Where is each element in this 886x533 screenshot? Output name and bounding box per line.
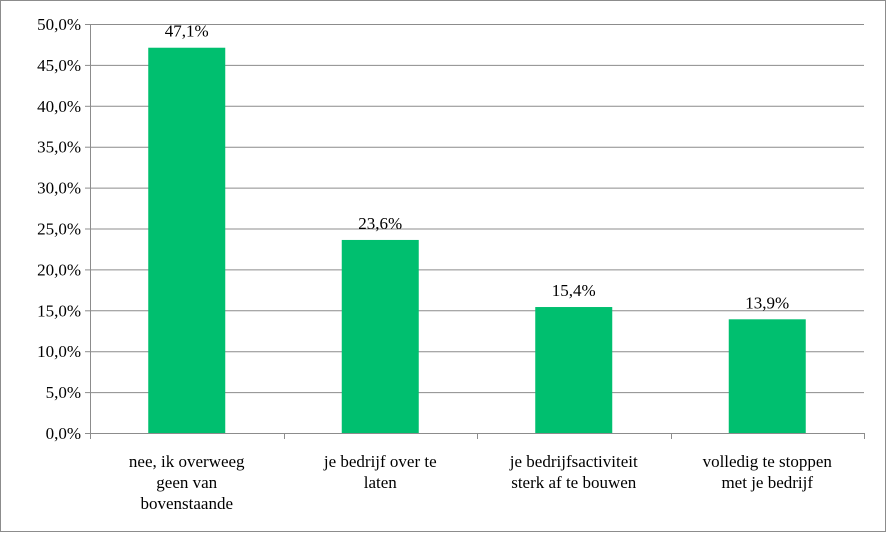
y-tick-label: 30,0%	[37, 179, 81, 198]
y-tick-label: 50,0%	[37, 15, 81, 34]
x-category-label-line: nee, ik overweeg	[129, 452, 245, 471]
x-category-label-line: geen van	[156, 473, 217, 492]
y-tick-label: 20,0%	[37, 260, 81, 279]
x-category-label-line: volledig te stoppen	[703, 452, 833, 471]
x-category-label-line: je bedrijfsactiviteit	[509, 452, 638, 471]
x-category-label-line: sterk af te bouwen	[511, 473, 637, 492]
x-category-label-line: bovenstaande	[140, 494, 233, 513]
x-category-label: je bedrijfsactiviteit sterk af te bouwen	[509, 452, 638, 492]
data-label: 13,9%	[745, 293, 789, 312]
y-tick-label: 25,0%	[37, 220, 81, 239]
y-tick-label: 45,0%	[37, 56, 81, 75]
labels: 0,0% 5,0% 10,0% 15,0% 20,0% 25,0% 30,0% 35,0% 40…	[37, 15, 832, 513]
x-category-label-line: laten	[364, 473, 398, 492]
y-tick-label: 40,0%	[37, 97, 81, 116]
data-label: 23,6%	[358, 214, 402, 233]
bar	[148, 47, 226, 434]
y-tick-label: 15,0%	[37, 301, 81, 320]
data-label: 47,1%	[165, 22, 209, 41]
data-label: 15,4%	[552, 281, 596, 300]
x-category-label: nee, ik overweeg geen van bovenstaande	[129, 452, 245, 513]
y-tick-label: 10,0%	[37, 342, 81, 361]
x-category-label: volledig te stoppen met je bedrijf	[703, 452, 833, 492]
x-category-label: je bedrijf over te laten	[323, 452, 437, 492]
y-tick-label: 35,0%	[37, 138, 81, 157]
y-tick-label: 0,0%	[46, 424, 81, 443]
axes	[85, 24, 865, 439]
y-tick-label: 5,0%	[46, 383, 81, 402]
bar	[728, 319, 806, 433]
bars	[148, 47, 806, 434]
x-category-label-line: je bedrijf over te	[323, 452, 437, 471]
bar	[535, 307, 613, 433]
x-category-label-line: met je bedrijf	[721, 473, 813, 492]
bar	[341, 239, 419, 433]
